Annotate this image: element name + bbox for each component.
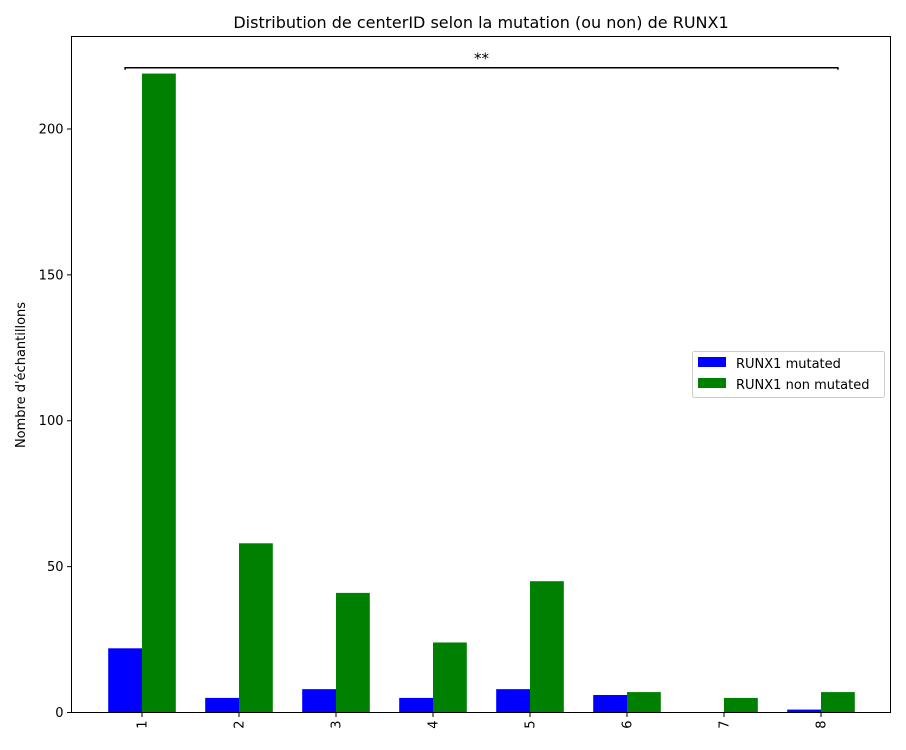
bar-mutated-2 <box>205 697 239 713</box>
bar-non-mutated-8 <box>821 692 855 713</box>
x-tick-label-3: 3 <box>330 721 345 729</box>
bar-mutated-6 <box>593 694 627 713</box>
legend-label-runx1-non-mutated: RUNX1 non mutated <box>736 378 869 393</box>
bar-mutated-8 <box>787 709 821 713</box>
significance-label: ** <box>474 50 490 68</box>
bar-non-mutated-1 <box>142 73 176 713</box>
legend-label-runx1-mutated: RUNX1 mutated <box>736 357 841 372</box>
bar-mutated-5 <box>496 689 530 713</box>
y-axis-label: Nombre d'échantillons <box>14 302 29 448</box>
y-tick-label-0: 0 <box>55 706 63 721</box>
bar-mutated-3 <box>302 689 336 713</box>
x-axis-ticks: 1 2 3 4 5 6 7 8 <box>136 712 830 729</box>
bars-layer <box>108 73 855 713</box>
x-tick-label-8: 8 <box>815 721 830 729</box>
plot-area-frame <box>71 36 891 713</box>
bar-non-mutated-7 <box>724 697 758 713</box>
bar-non-mutated-3 <box>336 592 370 713</box>
legend-swatch-runx1-non-mutated <box>698 378 726 388</box>
bar-non-mutated-2 <box>239 543 273 713</box>
y-axis-ticks: 0 50 100 150 200 <box>39 122 72 721</box>
y-tick-label-100: 100 <box>39 414 64 429</box>
legend-box <box>692 351 885 398</box>
x-tick-label-4: 4 <box>427 721 442 729</box>
legend-swatch-runx1-mutated <box>698 357 726 367</box>
y-tick-label-150: 150 <box>39 268 64 283</box>
x-tick-label-1: 1 <box>136 721 151 729</box>
x-tick-label-5: 5 <box>524 721 539 729</box>
y-tick-label-200: 200 <box>39 122 64 137</box>
significance-annotation: ** <box>124 50 839 70</box>
x-tick-label-2: 2 <box>233 721 248 729</box>
x-tick-label-7: 7 <box>718 721 733 729</box>
bar-non-mutated-5 <box>530 581 564 713</box>
y-tick-label-50: 50 <box>47 560 64 575</box>
bar-non-mutated-6 <box>627 692 661 713</box>
bar-mutated-4 <box>399 697 433 713</box>
legend: RUNX1 mutated RUNX1 non mutated <box>692 351 885 398</box>
chart-title: Distribution de centerID selon la mutati… <box>233 13 728 32</box>
significance-bracket <box>124 66 839 70</box>
x-tick-label-6: 6 <box>621 721 636 729</box>
bar-mutated-1 <box>108 648 142 713</box>
bar-non-mutated-4 <box>433 642 467 713</box>
